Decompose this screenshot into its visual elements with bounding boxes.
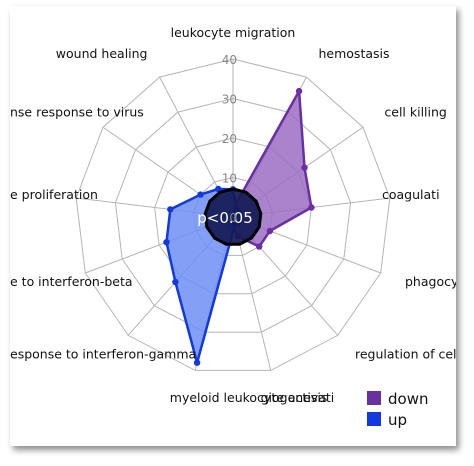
axis-label: wound healing: [56, 46, 148, 61]
legend: down up: [367, 390, 428, 429]
radar-chart: p<0.05 0 10 20 30 40 leukocyte migration hemo…: [10, 25, 456, 429]
grid-ring-30: [114, 97, 352, 333]
axis-labels: leukocyte migration hemostasis cell killin…: [10, 25, 456, 405]
data-point-up: [215, 185, 222, 193]
legend-swatch-down: [367, 391, 381, 405]
tick-label: 0: [229, 211, 237, 225]
data-point-down: [256, 243, 263, 250]
data-point-up: [167, 206, 174, 213]
axis-label: nse response to virus: [10, 105, 144, 120]
tick-label: 20: [222, 132, 237, 146]
data-point-down: [301, 164, 308, 171]
axis-label: myeloid leukocyte activati: [170, 390, 334, 405]
radial-ticks: 0 10 20 30 40: [222, 53, 237, 225]
axis-label: phagocytos: [405, 274, 456, 289]
axis-label: giogenesis: [261, 390, 328, 405]
axis-label: regulation of cell killing: [355, 347, 456, 362]
tick-label: 30: [222, 93, 237, 107]
data-point-down: [295, 87, 303, 95]
legend-label-up: up: [388, 411, 407, 429]
grid-ring-40: [75, 58, 391, 371]
data-point-up: [163, 239, 170, 246]
legend-label-down: down: [388, 390, 428, 408]
axis-label: leukocyte migration: [171, 25, 296, 40]
data-point-up: [172, 278, 179, 286]
data-point-up: [197, 191, 204, 198]
tick-label: 10: [222, 172, 237, 186]
axis-label: hemostasis: [319, 46, 390, 61]
chart-frame: p<0.05 0 10 20 30 40 leukocyte migration hemo…: [10, 6, 456, 446]
data-point-down: [308, 204, 315, 211]
significance-disc: [203, 187, 263, 246]
legend-swatch-up: [367, 412, 381, 426]
axis-label: cell killing: [384, 105, 446, 120]
axis-label: coagulati: [382, 187, 440, 202]
data-point-down: [266, 227, 274, 235]
axis-label: esponse to interferon-gamma: [10, 347, 196, 362]
axis-label: e to interferon-beta: [10, 274, 133, 289]
center-layer: p<0.05: [197, 187, 263, 246]
tick-label: 40: [222, 53, 237, 67]
axis-label: e proliferation: [10, 187, 98, 202]
data-point-up: [193, 359, 201, 366]
significance-label: p<0.05: [197, 209, 253, 227]
